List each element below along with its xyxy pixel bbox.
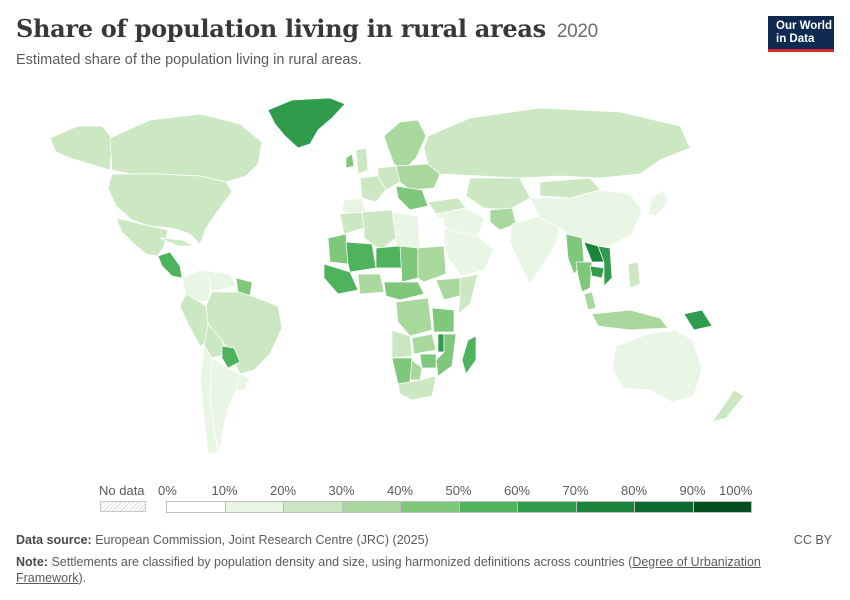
region-malaysia[interactable] (583, 291, 597, 311)
legend-tick-label: 30% (328, 483, 355, 498)
logo-line-1: Our World (776, 20, 833, 32)
region-sudan[interactable] (417, 245, 447, 283)
region-egypt[interactable] (417, 215, 445, 249)
logo-red-bar (768, 49, 834, 52)
region-china[interactable] (529, 189, 643, 247)
region-venezuela[interactable] (199, 269, 237, 293)
region-central-africa[interactable] (383, 281, 425, 301)
region-germany[interactable] (377, 165, 401, 191)
region-paraguay[interactable] (221, 345, 241, 369)
legend-bin (283, 501, 343, 513)
region-alaska[interactable] (49, 125, 113, 171)
region-france[interactable] (359, 175, 387, 203)
legend-tick-label: 10% (211, 483, 238, 498)
legend-bin (458, 501, 518, 513)
region-mali[interactable] (345, 241, 377, 273)
legend-bin (575, 501, 635, 513)
region-madagascar[interactable] (461, 335, 477, 375)
region-drc[interactable] (395, 297, 433, 337)
region-russia[interactable] (423, 107, 691, 179)
region-vietnam[interactable] (597, 245, 613, 287)
region-japan[interactable] (647, 189, 669, 217)
region-zambia[interactable] (411, 333, 437, 355)
note-link-framework[interactable]: Framework (16, 571, 79, 585)
region-central-america[interactable] (157, 251, 183, 279)
region-somalia[interactable] (457, 273, 479, 315)
note-label: Note: (16, 555, 48, 569)
region-arabia[interactable] (439, 227, 495, 277)
legend-tick-label: 50% (445, 483, 472, 498)
region-philippines[interactable] (627, 261, 641, 289)
region-australia[interactable] (611, 329, 703, 403)
region-west-africa[interactable] (323, 263, 359, 295)
region-india[interactable] (509, 215, 561, 285)
region-afghanistan[interactable] (489, 207, 517, 231)
legend-tick-label: 80% (620, 483, 648, 498)
region-nigeria[interactable] (357, 273, 385, 295)
region-malawi[interactable] (437, 333, 445, 353)
region-libya[interactable] (391, 211, 421, 249)
title-text: Share of population living in rural area… (16, 14, 546, 43)
note-end: ). (78, 571, 87, 585)
region-uk[interactable] (355, 147, 369, 175)
chart-title: Share of population living in rural area… (16, 14, 598, 43)
region-mauritania[interactable] (327, 233, 349, 265)
legend-bin (166, 501, 226, 513)
world-map[interactable] (0, 78, 850, 478)
region-botswana[interactable] (409, 359, 423, 381)
region-niger[interactable] (375, 245, 403, 269)
region-thailand[interactable] (575, 261, 593, 293)
region-namibia[interactable] (391, 357, 413, 385)
legend-tick-label: 60% (503, 483, 531, 498)
note-link-degree[interactable]: Degree of Urbanization (632, 555, 761, 569)
region-bolivia[interactable] (203, 323, 227, 359)
source-text: European Commission, Joint Research Cent… (95, 533, 429, 547)
region-greenland[interactable] (267, 97, 346, 149)
region-tanzania[interactable] (431, 307, 455, 333)
source-label: Data source: (16, 533, 92, 547)
legend-tick-label: 100% (719, 483, 753, 498)
region-canada[interactable] (109, 113, 263, 183)
region-chad[interactable] (399, 245, 419, 283)
region-balkans[interactable] (395, 185, 429, 211)
legend-bin (517, 501, 577, 513)
legend-tick-label: 70% (562, 483, 589, 498)
region-indonesia[interactable] (591, 309, 669, 331)
legend-tick-label: 20% (269, 483, 297, 498)
region-usa[interactable] (107, 173, 233, 245)
region-cambodia[interactable] (589, 265, 605, 279)
region-angola[interactable] (391, 329, 413, 359)
note-text-block: Note: Settlements are classified by popu… (16, 554, 796, 586)
region-cuba[interactable] (159, 237, 195, 247)
license-label[interactable]: CC BY (793, 533, 832, 547)
legend-tick-label: 40% (386, 483, 414, 498)
legend-bin (692, 501, 752, 513)
region-south-africa[interactable] (397, 375, 437, 401)
color-legend: No data 0% 10% 20% 30% 40% 50% 60% 70% 80% 90% 100… (0, 480, 850, 520)
region-scandinavia[interactable] (383, 119, 427, 171)
region-argentina[interactable] (209, 357, 241, 453)
region-uruguay[interactable] (235, 373, 251, 391)
owid-logo[interactable]: Our World in Data (768, 16, 834, 52)
title-year: 2020 (556, 21, 598, 42)
region-png[interactable] (683, 309, 713, 331)
legend-tick-label: 0% (158, 483, 177, 498)
region-ireland[interactable] (345, 153, 355, 169)
legend-no-data-label: No data (99, 483, 145, 498)
region-central-asia[interactable] (465, 177, 531, 211)
region-new-zealand[interactable] (711, 389, 745, 423)
legend-no-data-swatch (100, 501, 146, 512)
legend-bin (634, 501, 694, 513)
note-text: Settlements are classified by population… (51, 555, 633, 569)
legend-bin (341, 501, 401, 513)
legend-tick-label: 90% (679, 483, 706, 498)
logo-line-2: in Data (776, 33, 815, 45)
chart-subtitle: Estimated share of the population living… (16, 52, 362, 68)
source-line: Data source: European Commission, Joint … (16, 533, 429, 547)
region-mozambique[interactable] (435, 333, 457, 377)
region-morocco[interactable] (339, 211, 365, 235)
legend-bin (400, 501, 460, 513)
legend-bin (224, 501, 284, 513)
region-zimbabwe[interactable] (419, 353, 437, 369)
